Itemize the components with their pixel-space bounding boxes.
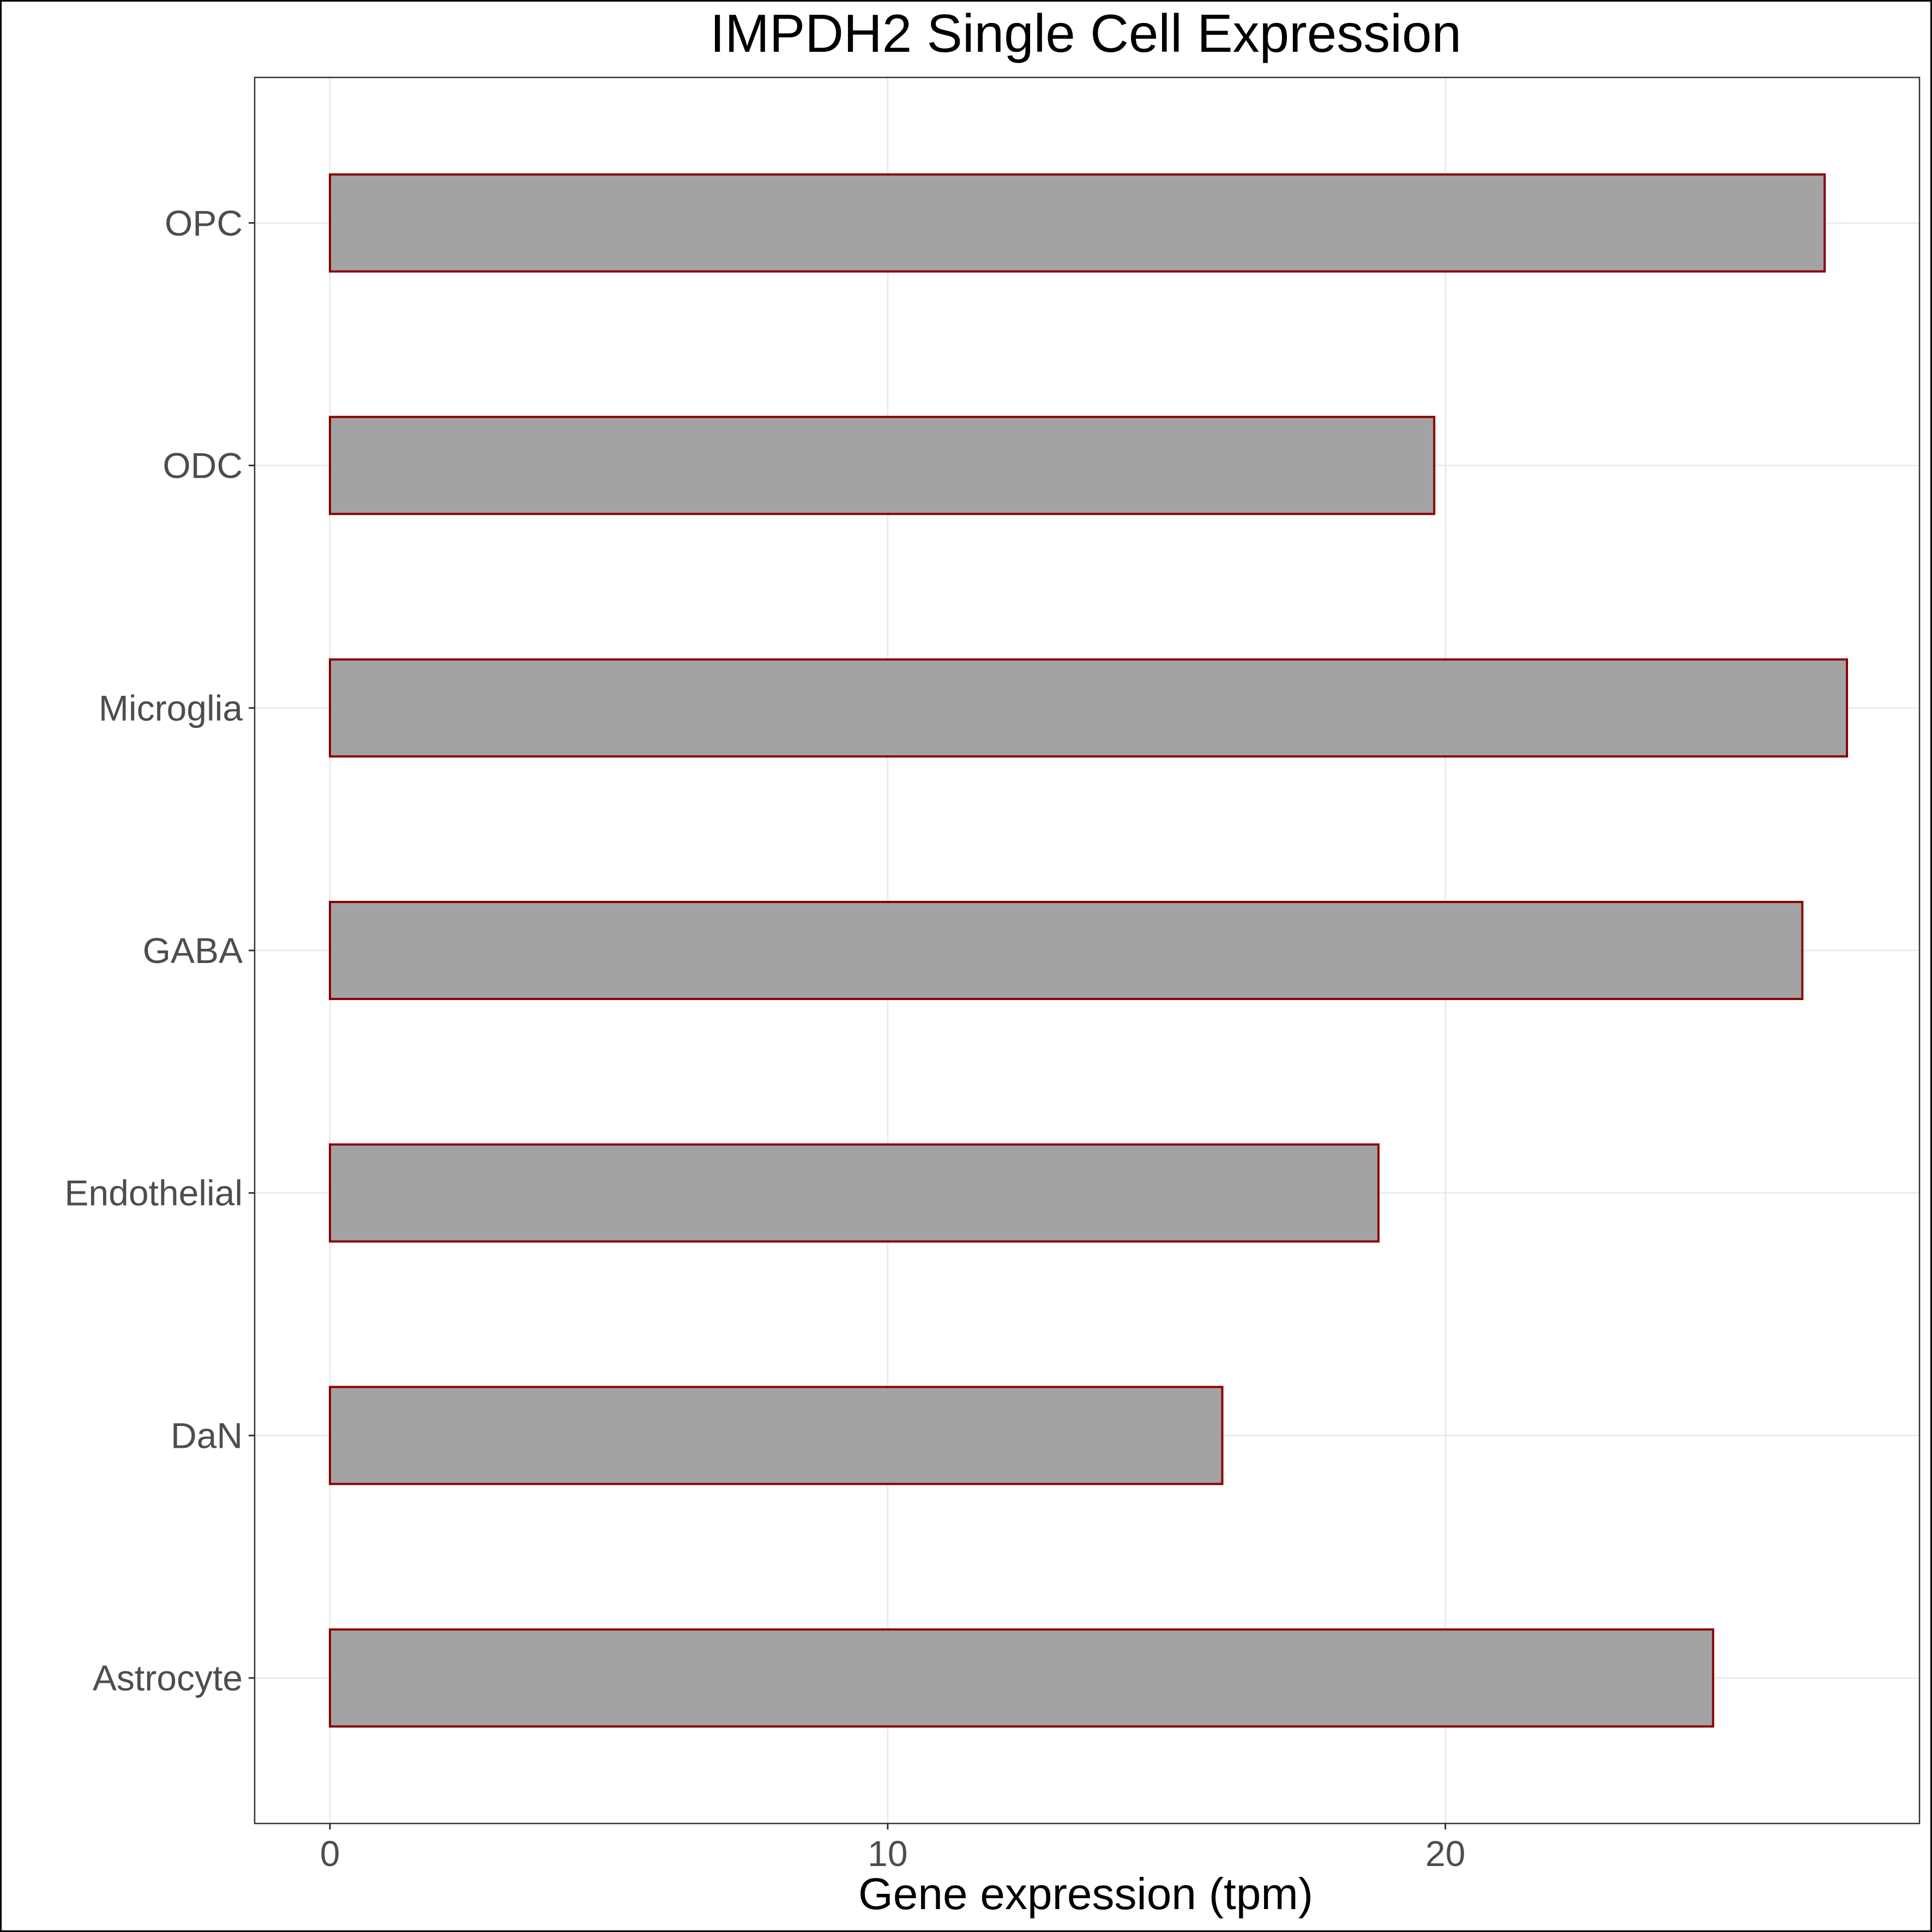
chart-title: IMPDH2 Single Cell Expression <box>710 3 1461 63</box>
bar <box>329 1628 1714 1728</box>
bar <box>329 901 1804 1000</box>
bar <box>329 173 1826 273</box>
x-tick-label: 20 <box>1425 1833 1465 1874</box>
y-tick-label: ODC <box>162 446 243 486</box>
bar <box>329 1143 1380 1243</box>
y-tick-label: GABA <box>143 930 243 971</box>
y-tick-label: DaN <box>171 1415 243 1455</box>
x-axis: 0 10 20 <box>320 1823 1465 1874</box>
x-tick-label: 10 <box>868 1833 907 1874</box>
bars <box>329 173 1849 1728</box>
y-tick-label: Endothelial <box>64 1173 243 1213</box>
bar <box>329 658 1849 758</box>
y-tick-label: Microglia <box>99 688 243 728</box>
bar <box>329 1386 1224 1485</box>
y-tick-label: OPC <box>165 203 243 243</box>
bar <box>329 416 1436 515</box>
y-tick-label: Astrocyte <box>93 1658 243 1698</box>
x-axis-title: Gene expression (tpm) <box>858 1869 1313 1919</box>
x-tick-label: 0 <box>320 1833 340 1874</box>
y-axis: Astrocyte DaN Endothelial GABA Microglia ODC O… <box>64 203 255 1698</box>
